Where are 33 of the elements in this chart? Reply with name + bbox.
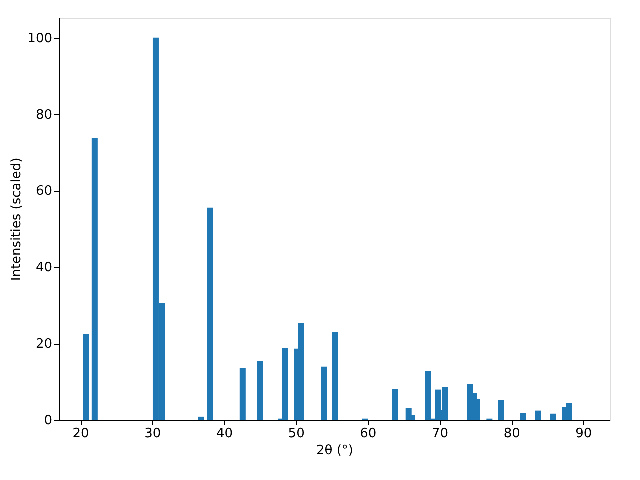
bar	[321, 366, 328, 420]
y-tick-label: 0	[44, 414, 52, 428]
bar	[240, 368, 246, 420]
y-axis-title: Intensities (scaled)	[10, 158, 25, 282]
x-tick-label: 60	[360, 426, 377, 442]
y-tick-label: 60	[36, 184, 52, 200]
x-tick-label: 90	[576, 426, 592, 442]
x-axis-title: 2θ (°)	[316, 444, 354, 458]
y-tick-label: 80	[36, 108, 52, 123]
bar	[207, 208, 214, 420]
bar	[425, 371, 432, 420]
x-tick-label: 30	[144, 426, 162, 442]
bar	[566, 403, 572, 420]
bar	[198, 416, 204, 420]
x-tick-label: 20	[72, 426, 90, 442]
bar	[498, 400, 504, 420]
y-tick-label: 40	[36, 260, 52, 276]
x-tick-label: 40	[216, 426, 233, 442]
y-tick-label: 100	[28, 31, 52, 46]
bar	[257, 361, 264, 420]
bar	[535, 410, 542, 420]
bar	[282, 348, 288, 420]
x-tick-label: 70	[432, 426, 449, 442]
bar	[83, 334, 90, 420]
bar	[298, 322, 304, 420]
x-tick-label: 50	[288, 426, 305, 442]
bar	[392, 389, 398, 420]
bar	[520, 413, 526, 420]
x-tick-label: 80	[504, 426, 520, 442]
bar	[550, 414, 556, 420]
bar	[92, 138, 98, 420]
bar	[332, 332, 338, 420]
y-tick-label: 20	[36, 337, 52, 352]
